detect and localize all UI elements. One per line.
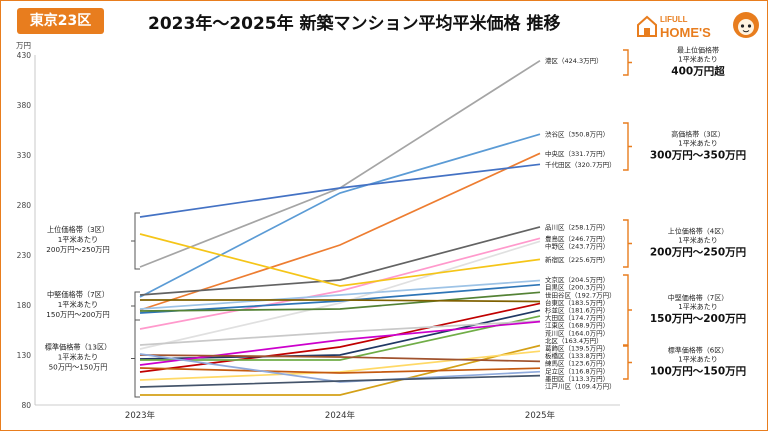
series-end-label: 北区（163.4万円） bbox=[545, 337, 603, 345]
house-icon bbox=[637, 15, 657, 37]
left-group-text: 1平米あたり bbox=[58, 235, 99, 244]
right-group-caption: 1平米あたり bbox=[678, 236, 717, 245]
right-group-caption: 上位価格帯（4区） bbox=[668, 227, 728, 236]
right-group-caption: 1平米あたり bbox=[678, 139, 717, 148]
series-line bbox=[139, 240, 541, 350]
lifull-homes-logo: LIFULL HOME'S bbox=[637, 12, 759, 40]
left-group-text: 中堅価格帯（7区） bbox=[47, 290, 109, 299]
y-tick-label: 80 bbox=[21, 401, 31, 410]
series-end-label: 中央区（331.7万円） bbox=[545, 149, 609, 158]
series-line bbox=[139, 152, 541, 311]
series-line bbox=[139, 367, 541, 374]
left-bracket bbox=[131, 291, 140, 321]
series-line bbox=[139, 279, 541, 310]
left-group-text: 150万円～200万円 bbox=[46, 310, 109, 319]
series-end-label: 豊島区（246.7万円） bbox=[545, 234, 609, 243]
series-line bbox=[139, 237, 541, 330]
right-bracket bbox=[623, 122, 632, 171]
series-end-label: 大田区（174.7万円） bbox=[545, 313, 609, 322]
series-line bbox=[139, 133, 541, 298]
series-end-label: 江戸川区（109.4万円） bbox=[545, 383, 616, 391]
series-line bbox=[139, 350, 541, 381]
series-end-label: 新宿区（225.6万円） bbox=[545, 255, 609, 264]
series-line bbox=[139, 353, 541, 383]
series-end-label: 板橋区（133.8万円） bbox=[545, 351, 609, 360]
right-group-range: 200万円～250万円 bbox=[650, 247, 746, 259]
series-line bbox=[139, 354, 541, 363]
y-tick-label: 430 bbox=[17, 51, 32, 60]
right-bracket bbox=[623, 49, 632, 76]
series-end-label: 江東区（168.9万円） bbox=[545, 321, 609, 330]
series-line bbox=[139, 320, 541, 366]
right-group-caption: 1平米あたり bbox=[678, 355, 717, 364]
right-group-caption: 1平米あたり bbox=[678, 55, 717, 64]
series-end-label: 世田谷区（192.7万円） bbox=[545, 290, 616, 299]
left-bracket bbox=[131, 212, 140, 270]
right-group-range: 150万円～200万円 bbox=[650, 313, 746, 325]
y-tick-label: 230 bbox=[17, 251, 32, 260]
right-group-caption: 高価格帯（3区） bbox=[671, 130, 724, 139]
y-axis-unit: 万円 bbox=[16, 41, 31, 50]
left-group-text: 標準価格帯（13区） bbox=[45, 343, 112, 352]
series-line bbox=[139, 283, 541, 314]
left-group-text: 1平米あたり bbox=[58, 353, 99, 362]
series-line bbox=[139, 320, 541, 346]
left-group-text: 1平米あたり bbox=[58, 300, 99, 309]
series-end-label: 文京区（204.5万円） bbox=[545, 275, 609, 284]
series-end-label: 葛飾区（139.5万円） bbox=[545, 344, 609, 353]
right-bracket bbox=[623, 219, 632, 268]
x-tick-label: 2025年 bbox=[525, 410, 556, 421]
series-end-label: 品川区（258.1万円） bbox=[545, 223, 609, 231]
series-line bbox=[140, 344, 541, 396]
region-badge: 東京23区 bbox=[17, 8, 104, 34]
right-group-range: 100万円～150万円 bbox=[650, 366, 746, 378]
y-tick-label: 130 bbox=[17, 351, 32, 360]
left-group-text: 50万円～150万円 bbox=[49, 363, 108, 372]
right-bracket bbox=[623, 274, 632, 346]
right-group-range: 300万円～350万円 bbox=[650, 150, 746, 162]
x-tick-label: 2023年 bbox=[125, 410, 156, 421]
y-tick-label: 330 bbox=[17, 151, 32, 160]
series-line bbox=[139, 291, 541, 312]
series-end-label: 千代田区（320.7万円） bbox=[545, 160, 616, 169]
left-group-text: 200万円～250万円 bbox=[46, 245, 109, 254]
logo-text-top: LIFULL bbox=[660, 15, 688, 24]
series-end-label: 練馬区（123.6万円） bbox=[545, 359, 609, 368]
series-line bbox=[139, 163, 541, 218]
x-tick-label: 2024年 bbox=[325, 410, 356, 421]
right-bracket bbox=[623, 345, 632, 380]
right-group-caption: 中堅価格帯（7区） bbox=[668, 293, 728, 302]
left-bracket bbox=[131, 319, 140, 398]
logo-text-bottom: HOME'S bbox=[660, 25, 711, 40]
series-line bbox=[139, 59, 541, 268]
series-end-label: 目黒区（200.3万円） bbox=[545, 284, 609, 292]
series-end-label: 台東区（183.5万円） bbox=[545, 298, 609, 307]
series-end-label: 荒川区（164.0万円） bbox=[545, 328, 609, 337]
series-line bbox=[139, 233, 541, 287]
right-group-caption: 1平米あたり bbox=[678, 302, 717, 311]
right-group-range: 400万円超 bbox=[671, 65, 725, 78]
chart-title: 2023年～2025年 新築マンション平均平米価格 推移 bbox=[148, 14, 561, 34]
right-group-caption: 最上位価格帯 bbox=[677, 46, 719, 55]
series-end-label: 墨田区（113.3万円） bbox=[545, 375, 609, 383]
series-line bbox=[140, 315, 541, 361]
mascot-icon bbox=[733, 12, 759, 38]
series-end-label: 足立区（116.8万円） bbox=[545, 366, 609, 375]
series-end-label: 中野区（243.7万円） bbox=[545, 241, 609, 250]
series-end-label: 渋谷区（350.8万円） bbox=[545, 130, 609, 139]
y-tick-label: 180 bbox=[17, 301, 32, 310]
series-line bbox=[140, 299, 541, 303]
y-tick-label: 380 bbox=[17, 101, 32, 110]
right-group-caption: 標準価格帯（6区） bbox=[668, 346, 728, 355]
series-line bbox=[139, 374, 541, 388]
series-end-label: 杉並区（181.6万円） bbox=[545, 306, 609, 315]
series-end-label: 港区（424.3万円） bbox=[545, 56, 603, 65]
left-group-text: 上位価格帯（3区） bbox=[47, 225, 109, 234]
series-line bbox=[139, 226, 541, 296]
y-tick-label: 280 bbox=[17, 201, 32, 210]
